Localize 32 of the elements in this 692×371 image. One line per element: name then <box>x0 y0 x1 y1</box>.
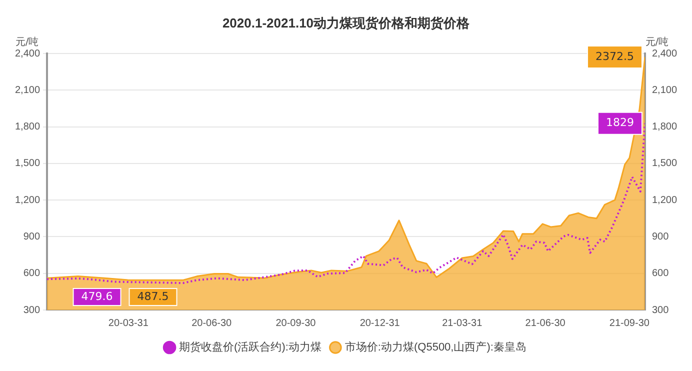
y2-tick-label: 300 <box>652 304 670 316</box>
chart-title: 2020.1-2021.10动力煤现货价格和期货价格 <box>222 15 471 30</box>
y2-tick-label: 900 <box>652 231 670 242</box>
y-tick-label: 600 <box>23 268 40 280</box>
annotation: 1829 <box>606 116 634 130</box>
y-tick-label: 2,400 <box>14 48 40 60</box>
x-tick-label: 21-09-30 <box>609 318 650 329</box>
legend-label: 市场价:动力煤(Q5500,山西产):秦皇岛 <box>344 340 526 354</box>
y-tick-label: 300 <box>23 304 40 316</box>
x-tick-label: 20-06-30 <box>192 318 232 329</box>
annotation: 2372.5 <box>595 50 634 63</box>
y-tick-label: 900 <box>23 231 40 242</box>
x-tick-label: 20-09-30 <box>276 318 316 329</box>
x-tick-label: 21-06-30 <box>525 318 566 329</box>
y2-tick-label: 600 <box>652 268 670 280</box>
y-axis-title: 元/吨 <box>15 36 39 48</box>
annotation: 487.5 <box>137 290 169 303</box>
y2-tick-label: 1,200 <box>652 194 678 206</box>
y2-tick-label: 1,800 <box>652 122 678 133</box>
y-tick-label: 2,100 <box>14 84 40 96</box>
y-tick-label: 1,800 <box>14 122 40 133</box>
x-tick-label: 21-03-31 <box>442 318 483 329</box>
y-tick-label: 1,200 <box>14 194 40 206</box>
y2-tick-label: 1,500 <box>652 158 678 170</box>
annotation: 479.6 <box>81 290 113 303</box>
y2-axis-title: 元/吨 <box>645 36 669 48</box>
y-tick-label: 1,500 <box>14 158 40 170</box>
y2-tick-label: 2,400 <box>652 48 678 60</box>
y2-tick-label: 2,100 <box>652 84 678 96</box>
x-tick-label: 20-12-31 <box>360 318 400 329</box>
legend-label: 期货收盘价(活跃合约):动力煤 <box>179 340 322 354</box>
x-tick-label: 20-03-31 <box>108 318 149 329</box>
